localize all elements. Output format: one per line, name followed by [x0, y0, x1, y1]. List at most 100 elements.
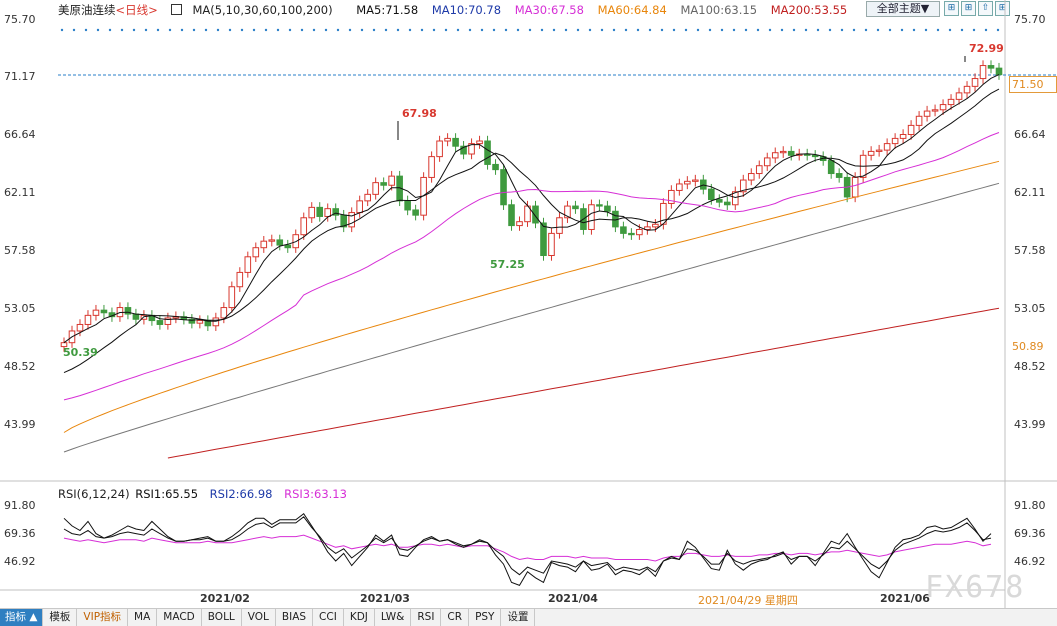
candle-body	[508, 204, 515, 227]
grid-dot	[936, 28, 940, 32]
grid-dot	[240, 28, 244, 32]
candle-body	[596, 204, 603, 207]
grid-dot	[156, 28, 160, 32]
candle-body	[971, 78, 979, 87]
ma60-value: MA60:64.84	[597, 3, 667, 17]
tab-13[interactable]: PSY	[469, 609, 502, 626]
ma5-line	[63, 74, 1000, 344]
period-label[interactable]: <日线>	[115, 3, 158, 17]
grid-dot	[468, 28, 472, 32]
grid-dot	[852, 28, 856, 32]
candle-body	[883, 143, 891, 151]
tab-10[interactable]: LW&	[375, 609, 412, 626]
tab-7[interactable]: BIAS	[276, 609, 314, 626]
candle-body	[356, 200, 363, 214]
candle-body	[692, 179, 699, 182]
price-axis-left-label: 53.05	[4, 302, 36, 315]
grid-dot	[792, 28, 796, 32]
tab-0[interactable]: 指标 ▲	[0, 609, 44, 626]
indicator-tab-bar: 指标 ▲ 模板 VIP指标 MA MACD BOLL VOL BIAS CCI KDJ LW& RSI…	[0, 608, 1057, 626]
grid-dot	[480, 28, 484, 32]
fullscreen-icon[interactable]: ⊞	[995, 1, 1010, 16]
grid-dot	[600, 28, 604, 32]
candle-body	[676, 183, 683, 191]
grid-dot	[540, 28, 544, 32]
grid-dot	[348, 28, 352, 32]
tab-2[interactable]: VIP指标	[77, 609, 129, 626]
candle-body	[979, 65, 987, 80]
candle-body	[228, 286, 236, 309]
candle-body	[827, 160, 835, 175]
tab-14[interactable]: 设置	[501, 609, 536, 626]
grid-dot	[984, 28, 988, 32]
grid-dot	[84, 28, 88, 32]
zoom-out-icon[interactable]: ⊞	[961, 1, 976, 16]
grid-dot	[708, 28, 712, 32]
grid-dot	[696, 28, 700, 32]
ma100-line	[63, 182, 1000, 453]
candle-body	[891, 137, 899, 145]
grid-dot	[108, 28, 112, 32]
candle-body	[196, 320, 204, 324]
grid-dot	[588, 28, 592, 32]
candle-body	[763, 157, 771, 167]
instrument-title[interactable]: 美原油连续	[58, 3, 116, 17]
candle-body	[731, 191, 739, 206]
tab-9[interactable]: KDJ	[344, 609, 375, 626]
candle-body	[708, 188, 715, 201]
candle-body	[620, 226, 627, 234]
price-axis-right-label: 62.11	[1014, 186, 1046, 199]
ma5-value: MA5:71.58	[356, 3, 419, 17]
candle-body	[636, 228, 643, 236]
candle-body	[915, 115, 923, 126]
ma-params[interactable]: MA(5,10,30,60,100,200)	[171, 3, 342, 17]
rsi3-value: RSI3:63.13	[284, 487, 347, 501]
price-axis-left-label: 75.70	[4, 13, 36, 26]
grid-dot	[360, 28, 364, 32]
candle-body	[324, 208, 332, 217]
tab-11[interactable]: RSI	[411, 609, 442, 626]
grid-dot	[636, 28, 640, 32]
tab-8[interactable]: CCI	[313, 609, 344, 626]
grid-dot	[552, 28, 556, 32]
rsi2-value: RSI2:66.98	[209, 487, 273, 501]
price-chart[interactable]: 67.98 57.25 50.39 72.99	[0, 0, 1057, 608]
candle-body	[284, 244, 292, 249]
candle-body	[787, 150, 795, 156]
grid-dot	[300, 28, 304, 32]
rsi-axis-right-label: 46.92	[1014, 555, 1046, 568]
rsi-params[interactable]: RSI(6,12,24)	[58, 487, 130, 501]
rsi1-line	[63, 512, 992, 587]
candle-body	[252, 247, 260, 258]
tab-3[interactable]: MA	[128, 609, 158, 626]
candle-body	[468, 143, 475, 155]
grid-dot	[492, 28, 496, 32]
ma-settings-icon[interactable]	[171, 4, 183, 15]
tab-1[interactable]: 模板	[43, 609, 78, 626]
tab-4[interactable]: MACD	[157, 609, 202, 626]
candle-body	[388, 175, 395, 186]
grid-dot	[528, 28, 532, 32]
grid-dot	[396, 28, 400, 32]
candle-body	[364, 193, 371, 202]
candle-body	[236, 271, 244, 288]
rsi-axis-right-label: 69.36	[1014, 527, 1046, 540]
zoom-in-icon[interactable]: ⊞	[944, 1, 959, 16]
indicator-legend: 美原油连续<日线> MA(5,10,30,60,100,200) MA5:71.…	[58, 2, 857, 18]
tab-6[interactable]: VOL	[242, 609, 276, 626]
grid-dot	[876, 28, 880, 32]
candle-body	[76, 323, 84, 332]
start-low-annotation: 50.39	[63, 346, 98, 359]
tab-12[interactable]: CR	[441, 609, 470, 626]
scroll-up-icon[interactable]: ⇧	[978, 1, 993, 16]
date-axis-label: 2021/03	[360, 592, 410, 605]
tab-5[interactable]: BOLL	[202, 609, 242, 626]
theme-select[interactable]: 全部主题▼	[866, 1, 940, 17]
candle-body	[260, 240, 268, 249]
candle-body	[428, 156, 435, 178]
candle-body	[268, 239, 276, 242]
price-axis-right-label: 43.99	[1014, 418, 1046, 431]
price-axis-right-label: 75.70	[1014, 13, 1046, 26]
grid-dot	[276, 28, 280, 32]
grid-dot	[564, 28, 568, 32]
